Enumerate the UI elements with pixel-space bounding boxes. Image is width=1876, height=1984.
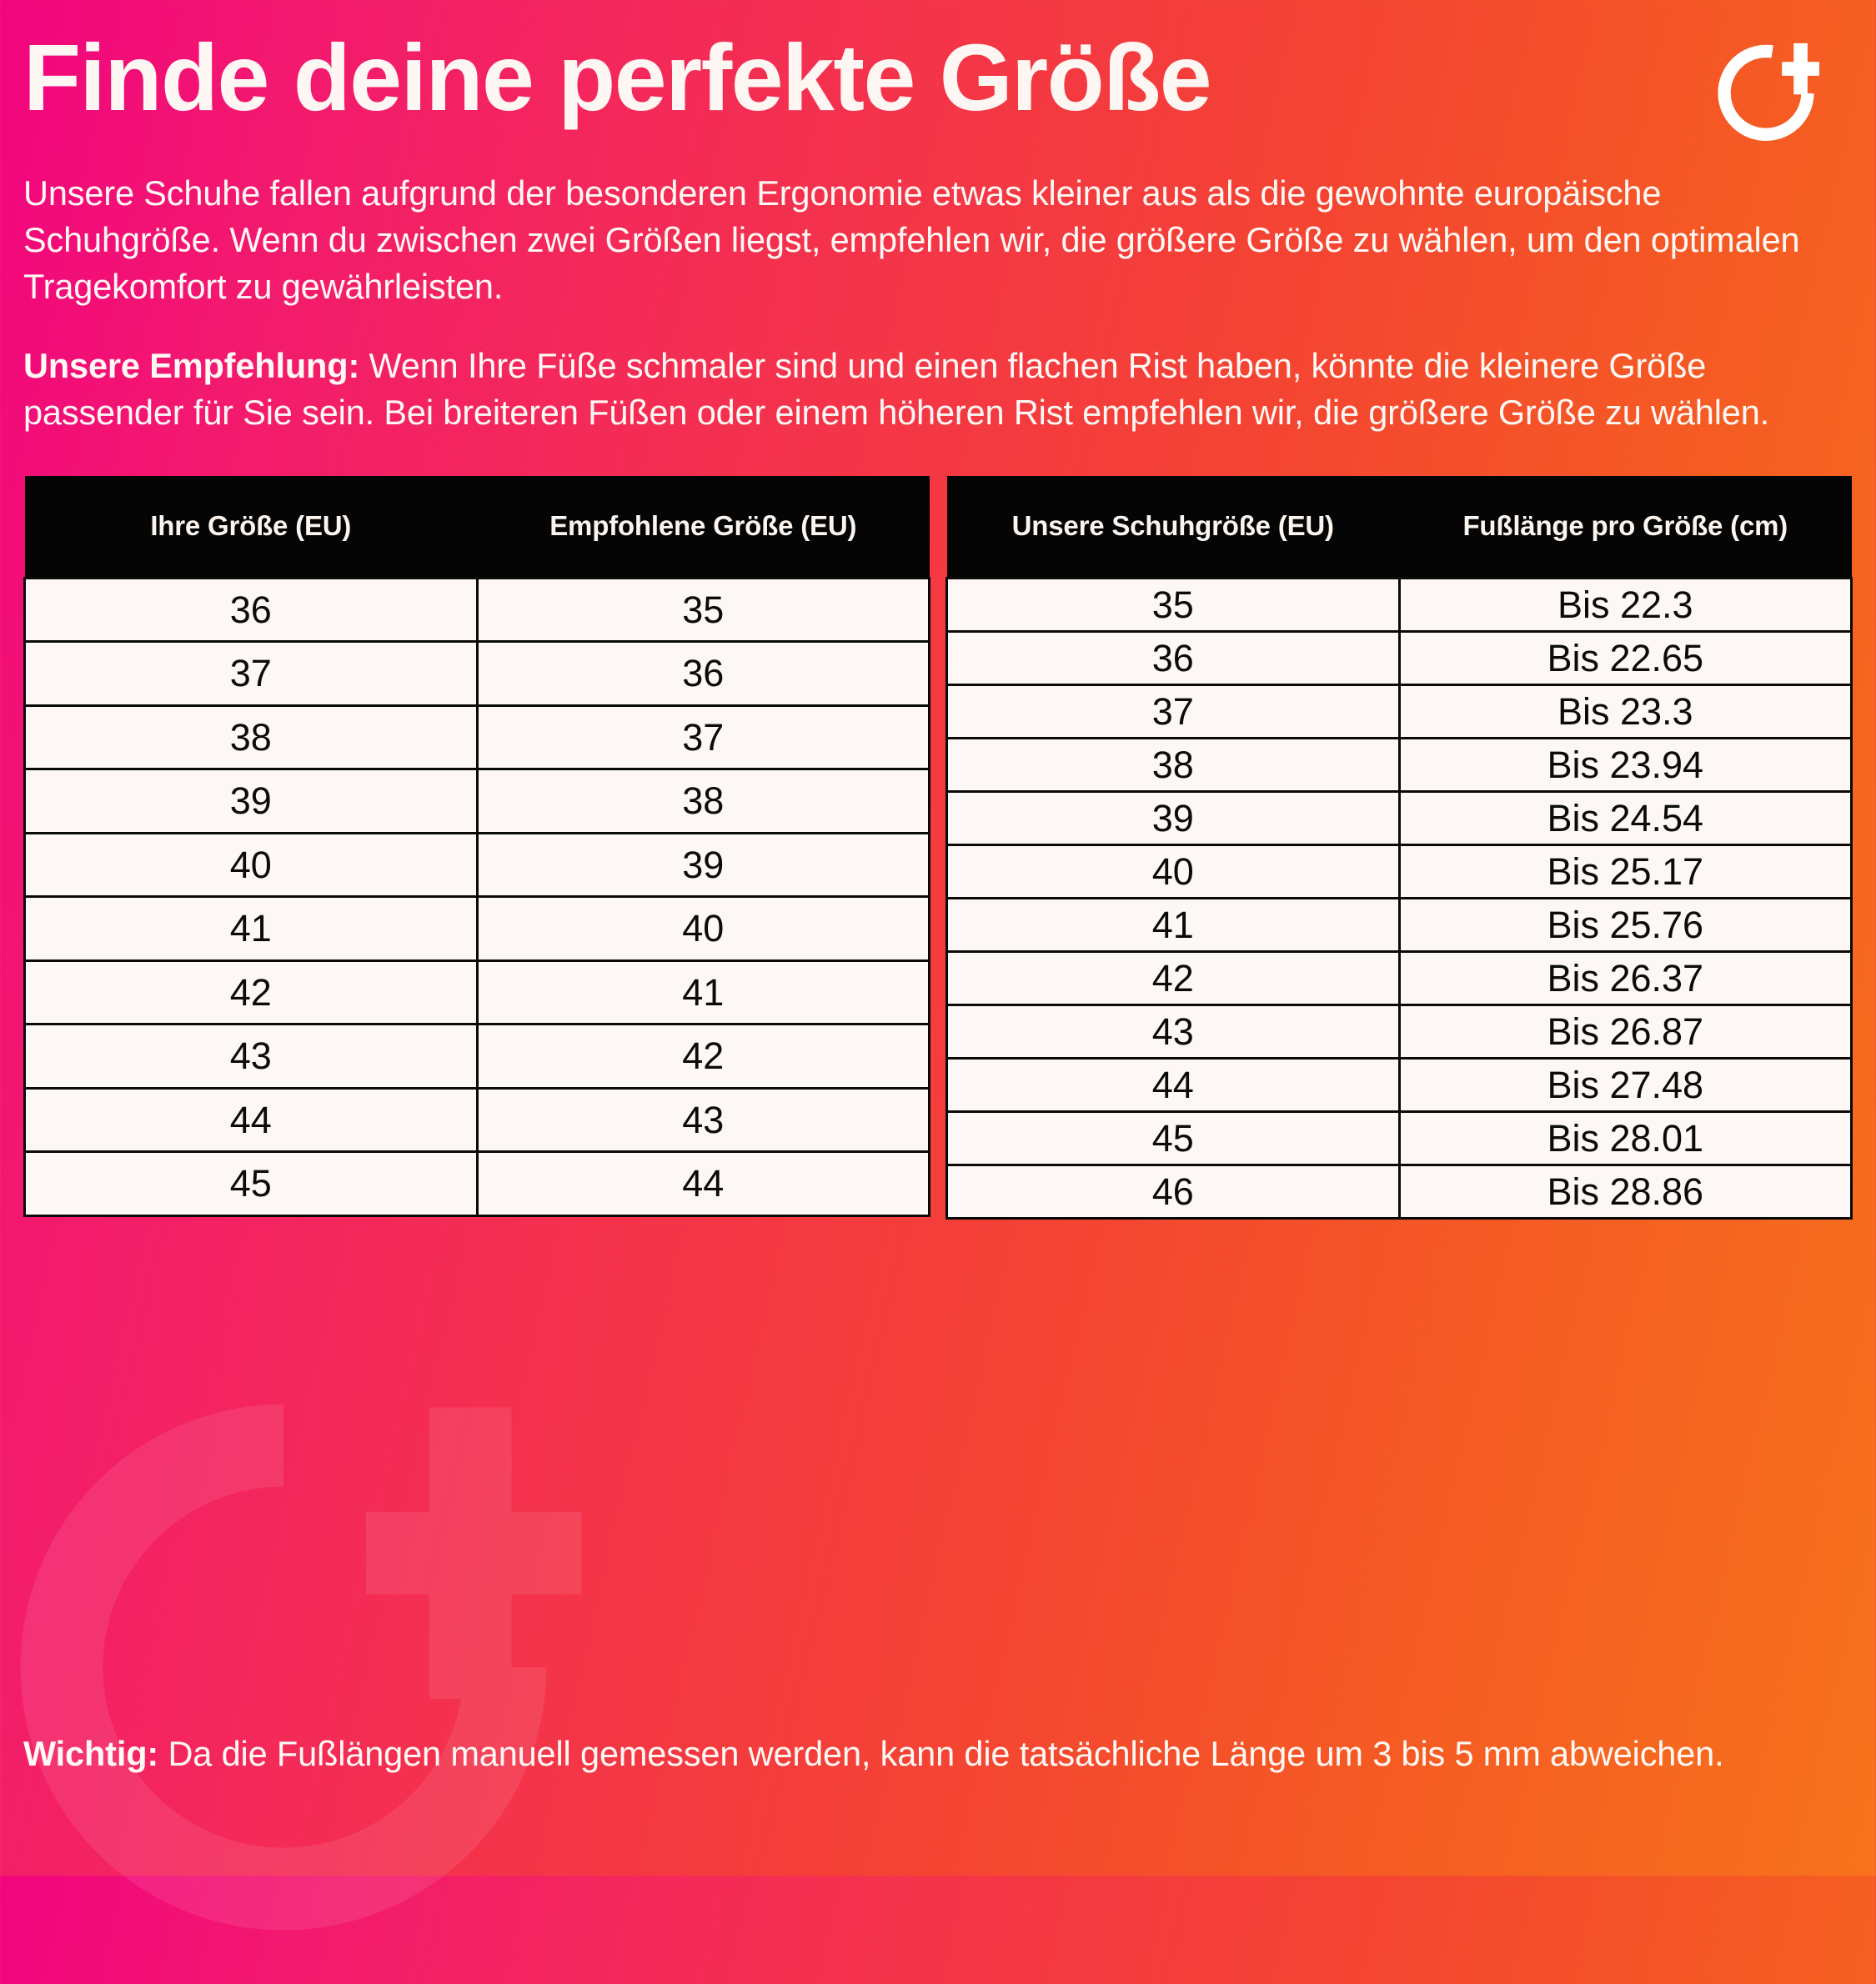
- table-cell: 36: [946, 629, 1401, 686]
- table-cell: 41: [946, 896, 1401, 953]
- table-body: 36 35 37 36 38 37 39 38 40 39 41 40 42 41 43 42 44 43 45 44: [23, 576, 930, 1217]
- footer-note: Wichtig: Da die Fußlängen manuell gemess…: [23, 1731, 1841, 1777]
- table-cell: 40: [23, 831, 479, 899]
- column-header-our-size: Unsere Schuhgröße (EU): [946, 476, 1399, 579]
- table-cell: Bis 27.48: [1397, 1056, 1853, 1113]
- table-cell: Bis 28.86: [1397, 1163, 1853, 1220]
- recommendation-label: Unsere Empfehlung:: [23, 345, 360, 385]
- table-cell: Bis 22.65: [1397, 629, 1853, 686]
- table-cell: 46: [946, 1163, 1401, 1220]
- table-row: 44 Bis 27.48: [946, 1056, 1853, 1113]
- table-cell: 44: [23, 1086, 479, 1154]
- table-header-row: Ihre Größe (EU) Empfohlene Größe (EU): [24, 476, 930, 579]
- table-body: 35 Bis 22.3 36 Bis 22.65 37 Bis 23.3 38 Bis 23.…: [946, 576, 1853, 1220]
- circle-plus-logo-icon: [1713, 38, 1819, 148]
- table-cell: 35: [946, 576, 1401, 633]
- size-tables-container: Ihre Größe (EU) Empfohlene Größe (EU) 36…: [23, 476, 1853, 1220]
- table-cell: Bis 24.54: [1397, 789, 1853, 846]
- table-row: 46 Bis 28.86: [946, 1163, 1853, 1220]
- table-row: 45 Bis 28.01: [946, 1110, 1853, 1166]
- table-row: 44 43: [23, 1086, 930, 1154]
- table-cell: 42: [23, 959, 479, 1026]
- table-cell: Bis 28.01: [1397, 1110, 1853, 1166]
- table-cell: 44: [946, 1056, 1401, 1113]
- table-cell: Bis 25.17: [1397, 843, 1853, 899]
- footer-label: Wichtig:: [23, 1733, 159, 1773]
- column-header-foot-length: Fußlänge pro Größe (cm): [1399, 476, 1852, 579]
- table-cell: 41: [475, 959, 930, 1026]
- table-row: 42 Bis 26.37: [946, 949, 1853, 1006]
- page-header: Finde deine perfekte Größe: [23, 28, 1853, 148]
- table-cell: 37: [475, 704, 930, 771]
- table-cell: 45: [23, 1150, 479, 1217]
- table-cell: 38: [23, 704, 479, 771]
- table-row: 35 Bis 22.3: [946, 576, 1853, 633]
- table-row: 40 Bis 25.17: [946, 843, 1853, 899]
- table-row: 38 Bis 23.94: [946, 736, 1853, 793]
- table-row: 37 36: [23, 640, 930, 707]
- table-cell: 44: [475, 1150, 930, 1217]
- table-head: Ihre Größe (EU) Empfohlene Größe (EU): [24, 476, 930, 579]
- table-row: 37 Bis 23.3: [946, 683, 1853, 739]
- table-head: Unsere Schuhgröße (EU) Fußlänge pro Größ…: [946, 476, 1852, 579]
- table-cell: 36: [23, 576, 479, 644]
- size-conversion-table: Ihre Größe (EU) Empfohlene Größe (EU) 36…: [23, 476, 930, 1217]
- conversion-table-wrapper: Ihre Größe (EU) Empfohlene Größe (EU) 36…: [23, 476, 930, 1217]
- size-guide-page: Finde deine perfekte Größe Unsere Schuhe…: [23, 28, 1853, 1777]
- table-cell: 42: [946, 949, 1401, 1006]
- table-cell: Bis 23.94: [1397, 736, 1853, 793]
- table-cell: 35: [475, 576, 930, 644]
- table-cell: 36: [475, 640, 930, 707]
- footer-text: Da die Fußlängen manuell gemessen werden…: [158, 1733, 1724, 1773]
- table-cell: 43: [23, 1023, 479, 1090]
- table-cell: Bis 25.76: [1397, 896, 1853, 953]
- table-cell: 41: [23, 895, 479, 962]
- foot-length-table: Unsere Schuhgröße (EU) Fußlänge pro Größ…: [946, 476, 1853, 1220]
- table-cell: Bis 26.37: [1397, 949, 1853, 1006]
- table-row: 43 Bis 26.87: [946, 1003, 1853, 1060]
- column-header-recommended-size: Empfohlene Größe (EU): [477, 476, 930, 579]
- table-row: 39 Bis 24.54: [946, 789, 1853, 846]
- table-cell: 39: [946, 789, 1401, 846]
- table-cell: Bis 23.3: [1397, 683, 1853, 739]
- table-cell: Bis 22.3: [1397, 576, 1853, 633]
- table-row: 45 44: [23, 1150, 930, 1217]
- table-row: 38 37: [23, 704, 930, 771]
- table-cell: 40: [946, 843, 1401, 899]
- table-row: 41 40: [23, 895, 930, 962]
- table-header-row: Unsere Schuhgröße (EU) Fußlänge pro Größ…: [946, 476, 1852, 579]
- table-cell: 40: [475, 895, 930, 962]
- table-cell: Bis 26.87: [1397, 1003, 1853, 1060]
- intro-paragraph-1: Unsere Schuhe fallen aufgrund der besond…: [23, 173, 1800, 307]
- table-row: 39 38: [23, 768, 930, 834]
- table-cell: 37: [946, 683, 1401, 739]
- table-row: 41 Bis 25.76: [946, 896, 1853, 953]
- table-cell: 42: [475, 1023, 930, 1090]
- intro-paragraph-2: Unsere Empfehlung: Wenn Ihre Füße schmal…: [23, 343, 1824, 436]
- column-header-your-size: Ihre Größe (EU): [24, 476, 477, 579]
- table-row: 43 42: [23, 1023, 930, 1090]
- table-cell: 39: [475, 831, 930, 899]
- page-title: Finde deine perfekte Größe: [23, 25, 1212, 130]
- table-cell: 43: [946, 1003, 1401, 1060]
- table-cell: 38: [946, 736, 1401, 793]
- table-row: 36 Bis 22.65: [946, 629, 1853, 686]
- footlength-table-wrapper: Unsere Schuhgröße (EU) Fußlänge pro Größ…: [946, 476, 1853, 1220]
- table-row: 36 35: [23, 576, 930, 644]
- recommendation-text: Wenn Ihre Füße schmaler sind und einen f…: [23, 345, 1770, 432]
- table-cell: 38: [475, 768, 930, 834]
- table-row: 40 39: [23, 831, 930, 899]
- table-cell: 39: [23, 768, 479, 834]
- table-cell: 37: [23, 640, 479, 707]
- table-row: 42 41: [23, 959, 930, 1026]
- table-cell: 43: [475, 1086, 930, 1154]
- table-cell: 45: [946, 1110, 1401, 1166]
